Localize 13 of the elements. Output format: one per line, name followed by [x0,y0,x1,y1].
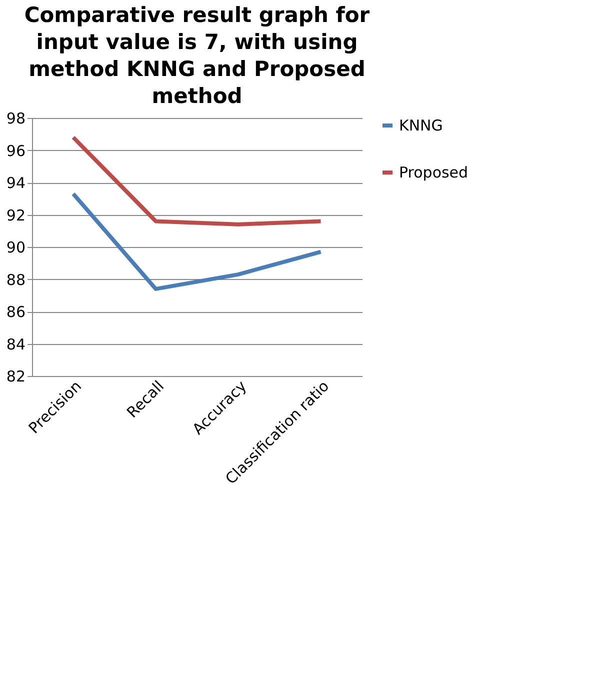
y-tick-label: 96 [6,142,26,160]
legend-label: KNNG [399,116,443,134]
line-series [71,192,323,291]
y-tick-label: 98 [6,110,26,128]
y-tick-label: 88 [6,270,26,289]
y-tick-label: 82 [6,368,26,386]
y-tick-label: 94 [6,174,26,192]
y-tick-label: 90 [6,238,26,256]
legend-label: Proposed [399,164,468,182]
y-tick-label: 92 [6,206,26,224]
chart-title: Comparative result graph for input value is 7, with using method KNNG and Proposed method [24,3,370,108]
y-tick-label: 86 [6,303,26,321]
y-tick-label: 84 [6,335,26,354]
